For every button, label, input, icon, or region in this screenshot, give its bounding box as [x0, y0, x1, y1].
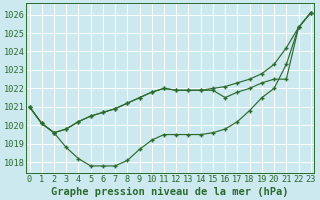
X-axis label: Graphe pression niveau de la mer (hPa): Graphe pression niveau de la mer (hPa) [52, 186, 289, 197]
